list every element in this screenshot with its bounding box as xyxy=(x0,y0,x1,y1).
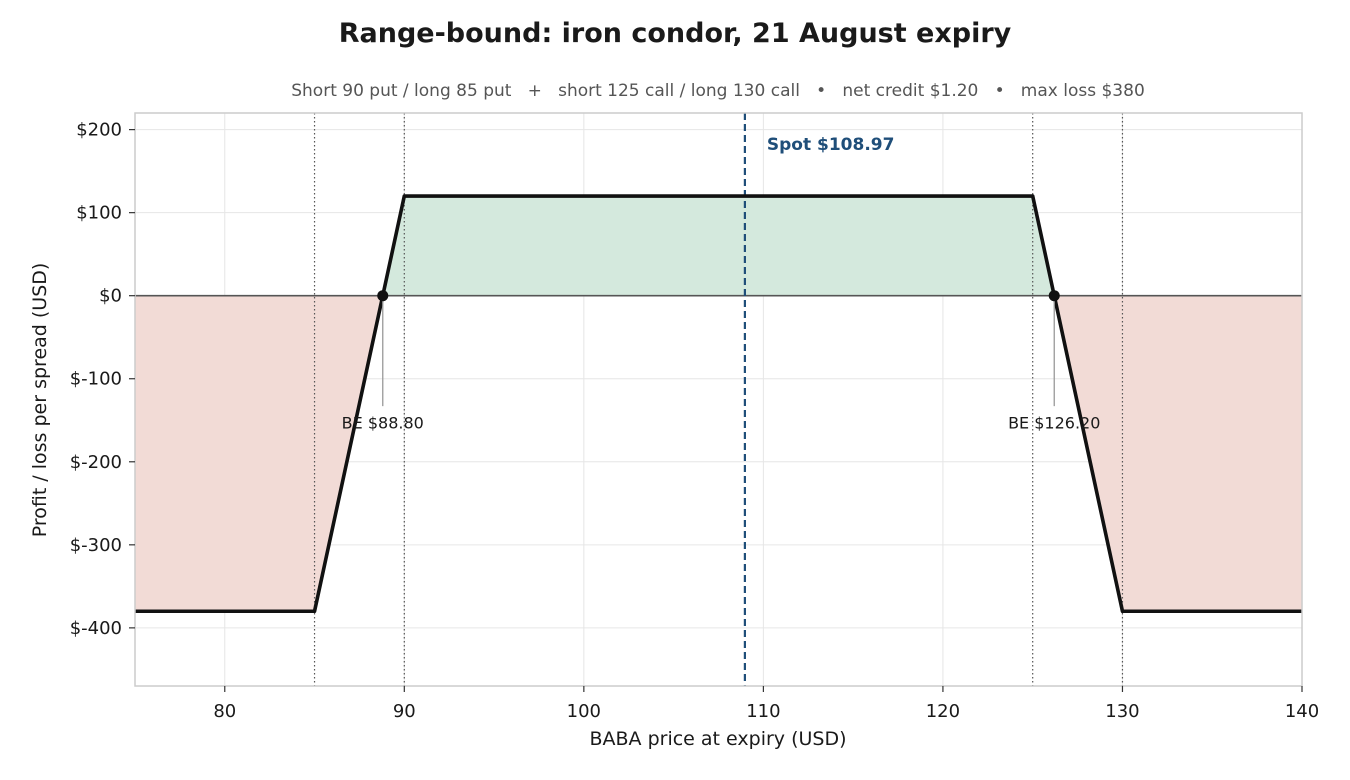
y-tick-label: $-100 xyxy=(70,369,122,390)
x-axis-label: BABA price at expiry (USD) xyxy=(589,728,846,750)
loss-region-left xyxy=(135,295,383,612)
plot-frame xyxy=(134,112,1303,687)
chart-title: Range-bound: iron condor, 21 August expi… xyxy=(339,18,1012,49)
y-tick-label: $-400 xyxy=(70,618,122,639)
payoff-line xyxy=(135,194,1302,614)
x-tick-label: 110 xyxy=(746,701,780,722)
breakeven-point xyxy=(1048,290,1060,302)
x-tick-label: 120 xyxy=(926,701,960,722)
chart-subtitle: Short 90 put / long 85 put + short 125 c… xyxy=(291,81,1145,101)
x-tick-label: 90 xyxy=(393,701,416,722)
y-tick-label: $-300 xyxy=(70,535,122,556)
breakeven-label: BE $126.20 xyxy=(1008,414,1100,433)
loss-region-right xyxy=(1054,295,1302,612)
x-tick-label: 80 xyxy=(213,701,236,722)
y-tick-label: $200 xyxy=(76,120,122,141)
spot-label: Spot $108.97 xyxy=(767,135,895,155)
breakeven-label: BE $88.80 xyxy=(342,414,424,433)
y-tick-label: $-200 xyxy=(70,452,122,473)
x-tick-label: 140 xyxy=(1285,701,1319,722)
y-tick-label: $0 xyxy=(99,286,122,307)
y-tick-label: $100 xyxy=(76,203,122,224)
profit-region xyxy=(382,196,1055,296)
breakeven-point xyxy=(377,290,389,302)
x-tick-label: 100 xyxy=(567,701,601,722)
x-tick-label: 130 xyxy=(1105,701,1139,722)
plot-area: Spot $108.97 BE $88.80 BE $126.20 80 90 100 11… xyxy=(70,112,1319,722)
y-axis-label: Profit / loss per spread (USD) xyxy=(29,263,51,538)
